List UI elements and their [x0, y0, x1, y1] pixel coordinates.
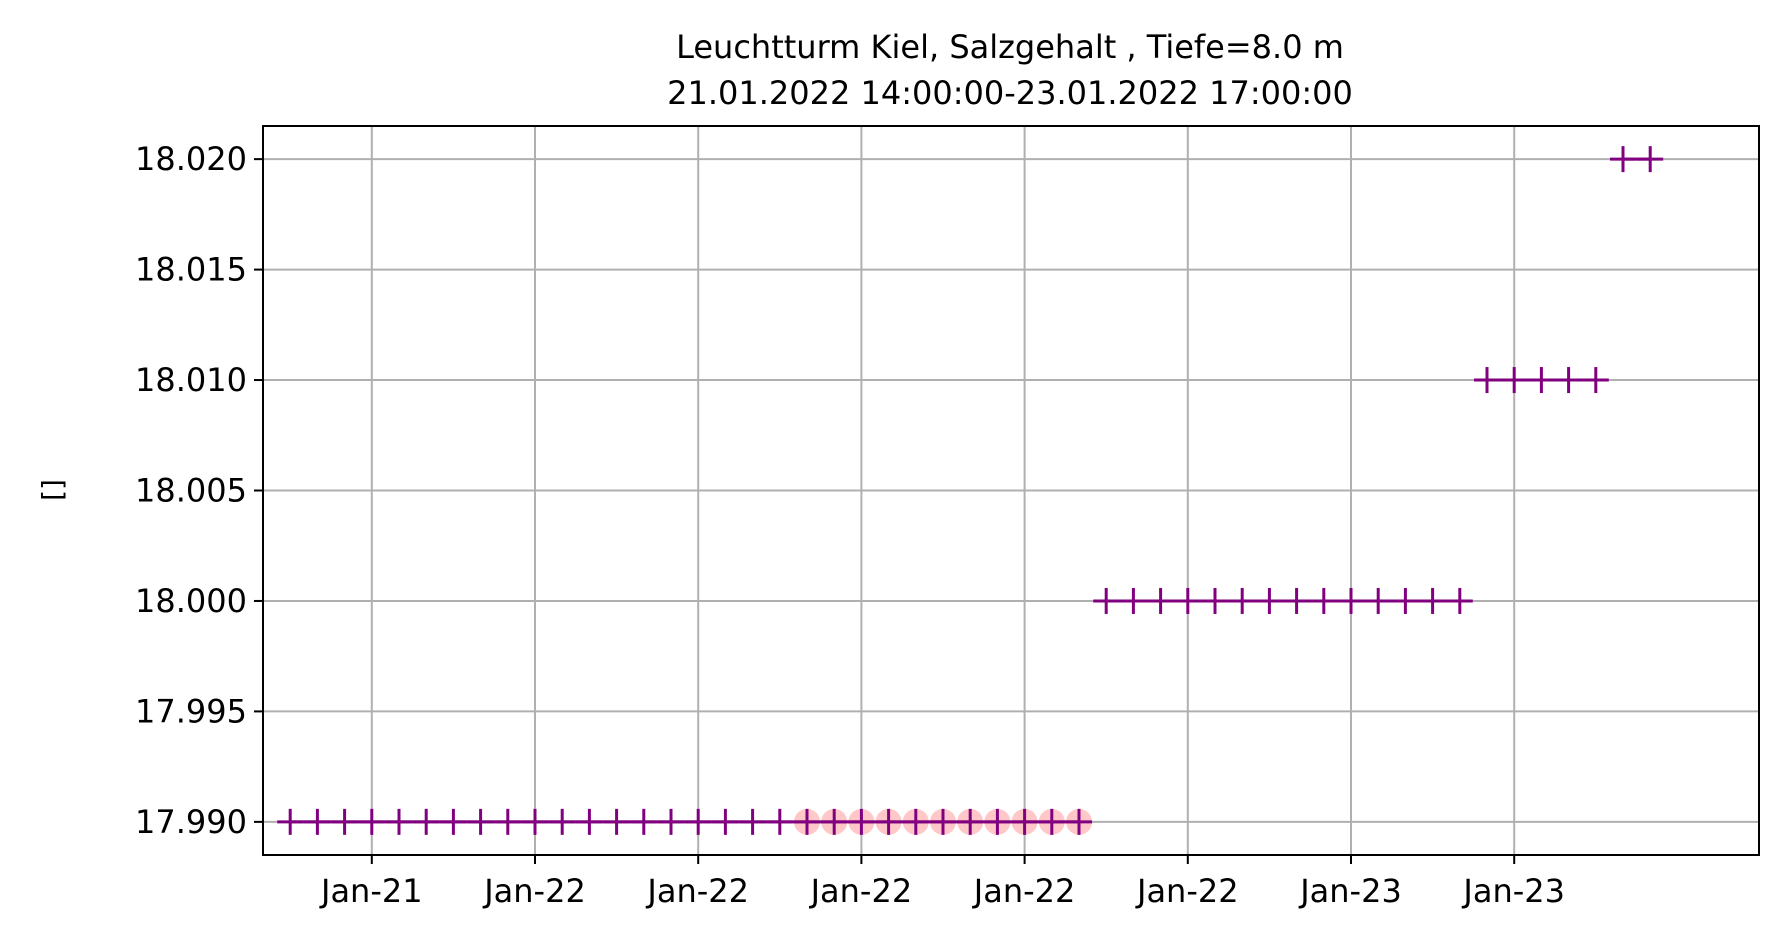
y-tick-label: 17.990 — [135, 803, 247, 841]
x-tick-label: Jan-22 — [645, 872, 749, 910]
x-tick-label: Jan-22 — [809, 872, 913, 910]
x-tick-label: Jan-23 — [1461, 872, 1565, 910]
x-tick-label: Jan-22 — [972, 872, 1076, 910]
chart-title-line2: 21.01.2022 14:00:00-23.01.2022 17:00:00 — [667, 74, 1353, 112]
x-tick-label: Jan-21 — [319, 872, 423, 910]
y-axis-label: [] — [36, 479, 69, 501]
axes: 17.990 17.995 18.000 18.005 18.010 18.015 18.0… — [135, 140, 1565, 910]
chart-title-line1: Leuchtturm Kiel, Salzgehalt , Tiefe=8.0 … — [676, 28, 1344, 66]
x-tick-label: Jan-22 — [482, 872, 586, 910]
y-tick-label: 18.020 — [135, 140, 247, 178]
data-series — [277, 146, 1664, 835]
x-tick-label: Jan-22 — [1135, 872, 1239, 910]
x-tick-label: Jan-23 — [1298, 872, 1402, 910]
y-tick-label: 17.995 — [135, 692, 247, 730]
y-tick-label: 18.005 — [135, 472, 247, 510]
grid — [263, 126, 1759, 855]
y-tick-label: 18.015 — [135, 251, 247, 289]
y-tick-label: 18.000 — [135, 582, 247, 620]
y-tick-label: 18.010 — [135, 361, 247, 399]
